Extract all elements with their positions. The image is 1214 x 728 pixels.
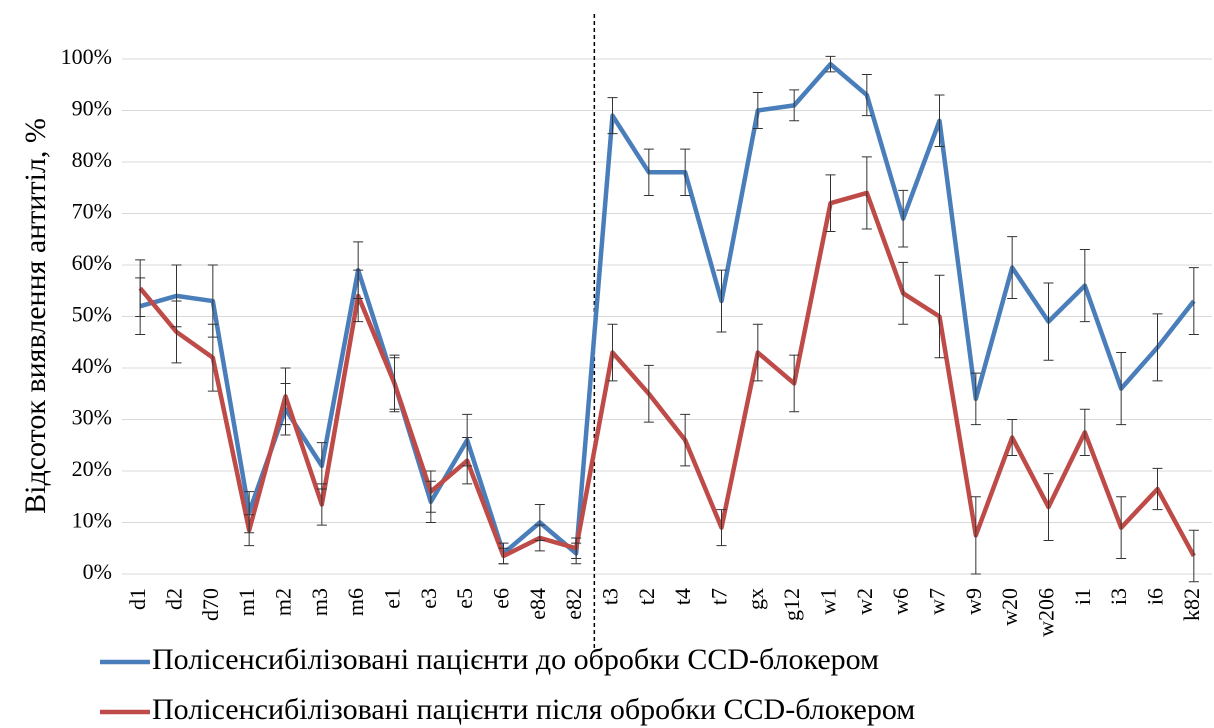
- error-bar: [898, 261, 909, 325]
- x-tick-label: i1: [1070, 588, 1095, 605]
- error-bar: [389, 357, 400, 410]
- error-bar: [607, 97, 618, 135]
- x-tick-label: w1: [816, 588, 841, 615]
- x-tick-label: m6: [343, 588, 368, 616]
- error-bar: [316, 483, 327, 526]
- y-tick-label: 20%: [72, 456, 112, 481]
- x-tick-label: g12: [779, 588, 804, 621]
- x-tick-label: d1: [125, 588, 150, 610]
- error-bar: [571, 537, 582, 560]
- legend-label: Полісенсибілізовані пацієнти до обробки …: [152, 643, 879, 676]
- y-tick-label: 50%: [72, 302, 112, 327]
- x-tick-label: t2: [634, 588, 659, 605]
- error-bar: [970, 372, 981, 426]
- error-bar: [534, 524, 545, 552]
- error-bar: [825, 55, 836, 73]
- series-line: [139, 61, 1196, 556]
- x-tick-label: i6: [1143, 588, 1168, 605]
- error-bar: [1116, 496, 1127, 560]
- error-bar: [898, 189, 909, 248]
- x-tick-label: gx: [743, 588, 768, 610]
- x-tick-label: w206: [1034, 588, 1059, 637]
- error-bar: [280, 367, 291, 426]
- x-tick-label: t7: [707, 588, 732, 605]
- error-bar: [353, 269, 364, 323]
- error-bar: [752, 323, 763, 382]
- x-tick-label: e1: [380, 588, 405, 609]
- y-tick-label: 100%: [61, 44, 112, 69]
- x-tick-label: m1: [234, 588, 259, 616]
- x-tick-label: e82: [561, 588, 586, 620]
- error-bar: [861, 73, 872, 117]
- x-tick-label: e5: [452, 588, 477, 609]
- error-bar: [1152, 313, 1163, 382]
- error-bar: [1079, 249, 1090, 323]
- x-tick-label: w20: [997, 588, 1022, 626]
- error-bar: [825, 174, 836, 233]
- error-bar: [643, 148, 654, 196]
- x-tick-label: i3: [1106, 588, 1131, 605]
- x-tick-label: w2: [852, 588, 877, 615]
- error-bar: [1079, 408, 1090, 457]
- y-tick-label: 40%: [72, 353, 112, 378]
- error-bar: [1116, 352, 1127, 426]
- error-bar: [1043, 473, 1054, 542]
- error-bar: [498, 547, 509, 565]
- error-bar: [244, 514, 255, 547]
- series-line: [138, 190, 1196, 559]
- error-bar: [1152, 467, 1163, 511]
- x-tick-label: d2: [162, 588, 187, 610]
- x-tick-label: k82: [1179, 588, 1204, 621]
- x-tick-label: w6: [888, 588, 913, 615]
- error-bar: [789, 354, 800, 413]
- y-tick-label: 90%: [72, 96, 112, 121]
- error-bar: [752, 91, 763, 130]
- error-bar: [716, 509, 727, 547]
- error-bar: [135, 259, 146, 317]
- error-bar: [1007, 236, 1018, 299]
- legend-label: Полісенсибілізовані пацієнти після оброб…: [152, 693, 915, 726]
- x-tick-label: t4: [670, 588, 695, 605]
- x-tick-label: m3: [307, 588, 332, 616]
- error-bar: [716, 269, 727, 333]
- error-bar: [207, 323, 218, 392]
- error-bar: [934, 274, 945, 359]
- x-tick-label: e84: [525, 588, 550, 620]
- y-tick-label: 30%: [72, 405, 112, 430]
- x-tick-label: e3: [416, 588, 441, 609]
- error-bar: [425, 470, 436, 513]
- y-axis-title: Відсоток виявлення антитіл, %: [19, 118, 52, 514]
- error-bar: [1188, 267, 1199, 336]
- error-bar: [970, 496, 981, 575]
- error-bar: [643, 364, 654, 423]
- error-bar: [1043, 282, 1054, 361]
- x-tick-label: w7: [925, 588, 950, 615]
- error-bar: [934, 94, 945, 148]
- x-tick-label: e6: [489, 588, 514, 609]
- y-tick-label: 0%: [83, 559, 112, 584]
- x-tick-label: m2: [271, 588, 296, 616]
- error-bar: [789, 89, 800, 122]
- y-tick-label: 70%: [72, 199, 112, 224]
- error-bar: [1188, 529, 1199, 583]
- error-bar: [462, 437, 473, 485]
- error-bar: [607, 323, 618, 382]
- y-tick-label: 80%: [72, 147, 112, 172]
- error-bar: [861, 156, 872, 230]
- y-tick-label: 10%: [72, 508, 112, 533]
- x-tick-label: t3: [598, 588, 623, 605]
- error-bar: [680, 148, 691, 196]
- error-bar: [680, 413, 691, 467]
- x-tick-label: w9: [961, 588, 986, 615]
- x-tick-label: d70: [198, 588, 223, 621]
- y-tick-label: 60%: [72, 250, 112, 275]
- error-bar: [1007, 419, 1018, 457]
- error-bar: [171, 300, 182, 364]
